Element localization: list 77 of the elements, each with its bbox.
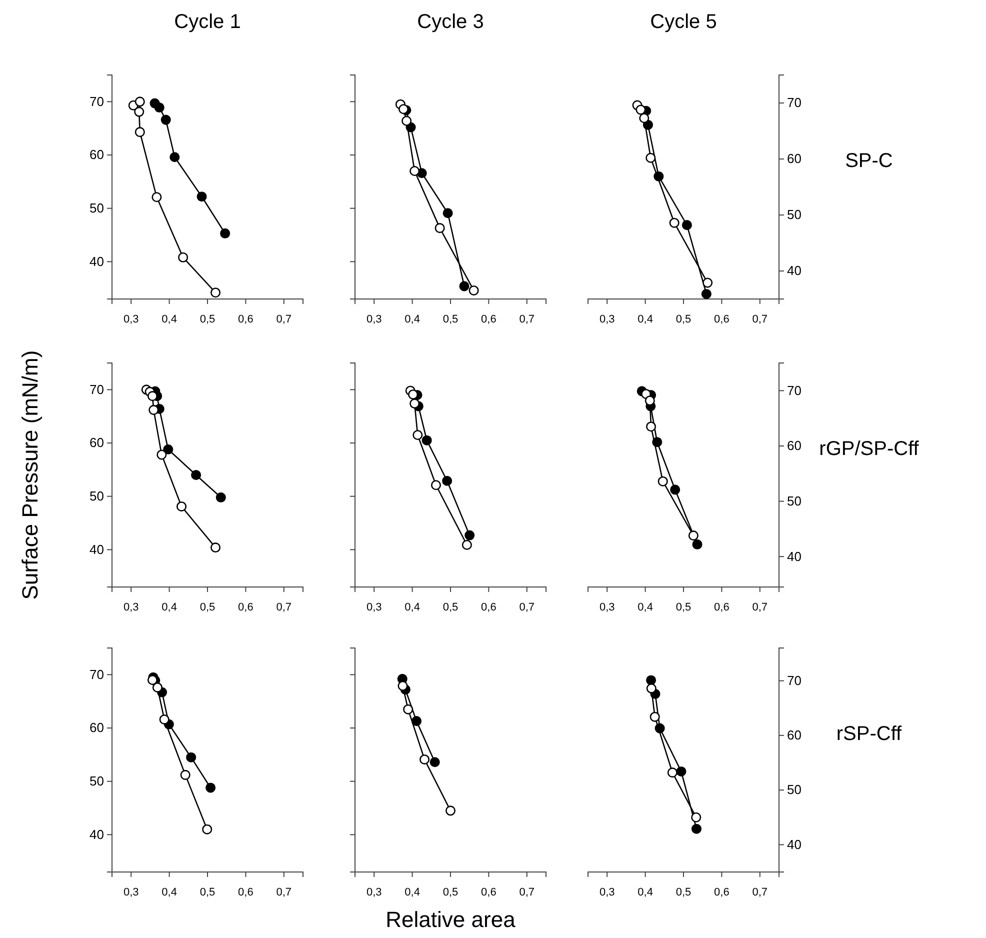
text: SP-C <box>845 150 893 172</box>
x-tick-label: 0,7 <box>752 313 768 326</box>
y-tick-label: 70 <box>90 666 104 682</box>
x-tick-label: 0,5 <box>676 313 692 326</box>
y-tick-label: 60 <box>787 728 802 743</box>
text: rGP/SP-Cff <box>819 438 920 460</box>
y-tick-label: 50 <box>90 488 104 504</box>
x-tick-label: 0,6 <box>238 886 254 898</box>
x-tick-label: 0,5 <box>676 601 692 614</box>
x-tick-label: 0,6 <box>481 601 496 614</box>
y-tick-label: 40 <box>90 542 104 557</box>
x-tick-label: 0,3 <box>599 886 615 898</box>
x-tick-label: 0,4 <box>638 313 653 326</box>
x-tick-label: 0,5 <box>200 313 216 326</box>
y-tick-label: 60 <box>787 438 802 454</box>
y-tick-label: 70 <box>787 382 802 398</box>
y-tick-label: 70 <box>787 672 802 688</box>
x-tick-label: 0,4 <box>638 601 653 614</box>
x-tick-label: 0,3 <box>123 601 139 614</box>
y-tick-label: 50 <box>787 493 802 508</box>
x-tick-label: 0,7 <box>276 313 292 326</box>
x-tick-label: 0,6 <box>714 886 730 898</box>
x-tick-label: 0,3 <box>366 313 382 326</box>
x-tick-label: 0,4 <box>404 313 420 326</box>
x-tick-label: 0,5 <box>442 313 458 326</box>
y-tick-label: 70 <box>90 94 104 109</box>
y-tick-label: 70 <box>787 95 802 110</box>
x-tick-label: 0,5 <box>676 886 692 898</box>
x-tick-label: 0,4 <box>638 886 653 898</box>
x-tick-label: 0,5 <box>442 601 458 614</box>
y-tick-label: 40 <box>787 548 802 564</box>
x-tick-label: 0,7 <box>519 601 535 614</box>
x-tick-label: 0,7 <box>276 886 292 898</box>
y-tick-label: 60 <box>90 435 104 450</box>
x-tick-label: 0,4 <box>162 601 177 614</box>
x-tick-label: 0,3 <box>366 886 382 898</box>
x-axis-title: Relative area <box>386 907 516 932</box>
x-tick-label: 0,6 <box>481 313 496 326</box>
y-tick-label: 40 <box>787 263 802 278</box>
x-tick-label: 0,6 <box>714 313 730 326</box>
x-tick-label: 0,3 <box>599 601 615 614</box>
x-tick-label: 0,7 <box>519 886 535 898</box>
y-axis-title: Surface Pressure (mN/m) <box>18 350 43 600</box>
x-tick-label: 0,5 <box>442 886 458 898</box>
x-tick-label: 0,7 <box>276 601 292 614</box>
x-tick-label: 0,6 <box>714 601 730 614</box>
y-tick-label: 50 <box>787 782 802 798</box>
x-tick-label: 0,4 <box>162 886 177 898</box>
chart-title: Cycle 5 <box>650 11 717 33</box>
x-tick-label: 0,4 <box>404 886 420 898</box>
x-tick-label: 0,7 <box>519 313 535 326</box>
text: rSP-Cff <box>836 723 902 745</box>
y-tick-label: 50 <box>90 773 104 788</box>
chart-title: Cycle 1 <box>174 11 241 33</box>
x-tick-label: 0,4 <box>404 601 420 614</box>
y-tick-label: 50 <box>90 200 104 216</box>
y-tick-label: 40 <box>90 254 104 269</box>
chart-title: Cycle 3 <box>417 11 484 33</box>
x-tick-label: 0,6 <box>481 886 496 898</box>
y-tick-label: 40 <box>90 826 104 842</box>
y-tick-label: 60 <box>90 720 104 736</box>
y-tick-label: 70 <box>90 382 104 397</box>
x-tick-label: 0,3 <box>123 886 139 898</box>
y-tick-label: 60 <box>787 151 802 166</box>
x-tick-label: 0,3 <box>366 601 382 614</box>
x-tick-label: 0,4 <box>162 313 177 326</box>
x-tick-label: 0,5 <box>200 886 216 898</box>
x-tick-label: 0,3 <box>599 313 615 326</box>
y-tick-label: 50 <box>787 207 802 222</box>
y-tick-label: 60 <box>90 147 104 162</box>
x-tick-label: 0,7 <box>752 886 768 898</box>
x-tick-label: 0,3 <box>123 313 139 326</box>
x-tick-label: 0,7 <box>752 601 768 614</box>
x-tick-label: 0,6 <box>238 601 254 614</box>
y-tick-label: 40 <box>787 836 802 852</box>
x-tick-label: 0,5 <box>200 601 216 614</box>
x-tick-label: 0,6 <box>238 313 254 326</box>
